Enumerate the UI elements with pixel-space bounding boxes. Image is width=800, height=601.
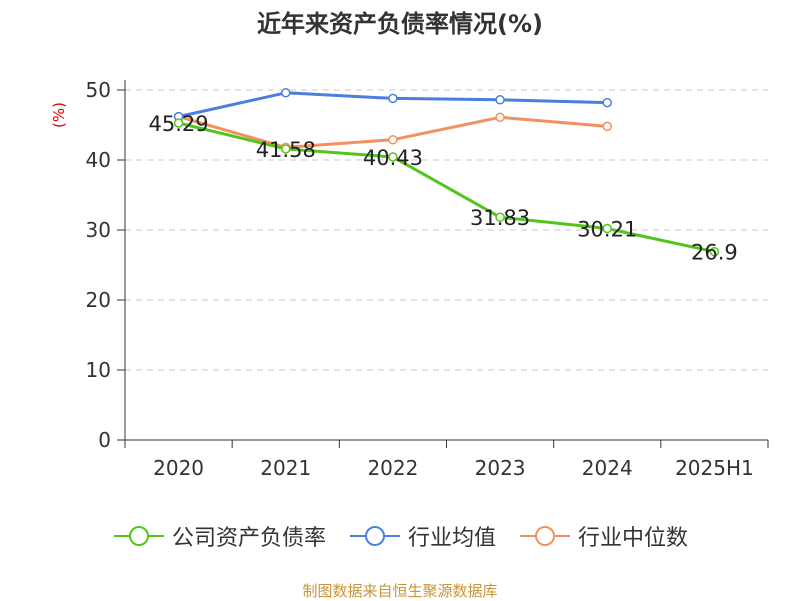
axes: 0 10 20 30 40 50 2020 2021 2022 2023 2024 2025H1 [86,78,769,480]
series-line-0 [178,121,715,254]
legend-swatch-industry-mean [349,526,400,546]
grid-lines [125,89,768,371]
x-tick-label: 2022 [367,456,418,480]
y-tick-label: 0 [98,428,111,452]
data-source-note: 制图数据来自恒生聚源数据库 [302,582,498,600]
data-point [495,95,505,105]
legend: 公司资产负债率 行业均值 行业中位数 [0,520,800,552]
data-label: 45.29 [149,112,209,136]
chart-title: 近年来资产负债率情况(%) [257,10,543,38]
data-point [602,223,612,234]
x-tick-label: 2021 [260,456,311,480]
y-tick-label: 30 [86,218,111,242]
y-tick-label: 40 [86,148,111,172]
data-label: 31.83 [470,206,530,230]
data-label: 26.9 [691,241,738,265]
x-tick-label: 2024 [582,456,633,480]
legend-label-industry-median: 行业中位数 [578,526,689,551]
y-tick-label: 10 [86,358,111,382]
data-point [602,121,612,132]
data-point [495,112,505,123]
data-point [281,144,291,154]
legend-item-company[interactable]: 公司资产负债率 [112,520,326,552]
data-point [495,212,505,222]
data-label: 30.21 [577,218,637,242]
legend-swatch-company [113,526,164,546]
x-tick-label: 2023 [475,456,526,480]
legend-item-industry-median[interactable]: 行业中位数 [518,520,688,552]
data-point [281,88,291,98]
y-tick-label: 50 [86,78,111,102]
data-point [173,118,184,128]
x-tick-label: 2025H1 [675,456,754,480]
legend-item-industry-mean[interactable]: 行业均值 [348,520,496,552]
legend-label-company: 公司资产负债率 [171,526,326,551]
y-tick-label: 20 [86,288,111,312]
legend-swatch-industry-median [520,526,570,546]
legend-label-industry-mean: 行业均值 [407,526,496,551]
data-labels: 45.29 41.58 40.43 31.83 30.21 26.9 [149,112,738,265]
data-point [388,93,398,104]
data-point [709,246,720,257]
data-label: 41.58 [256,138,316,162]
data-point [388,134,398,145]
data-point [388,152,398,162]
data-point [602,97,612,108]
data-label: 40.43 [363,146,423,170]
x-tick-label: 2020 [153,456,204,480]
series-points [173,88,720,257]
